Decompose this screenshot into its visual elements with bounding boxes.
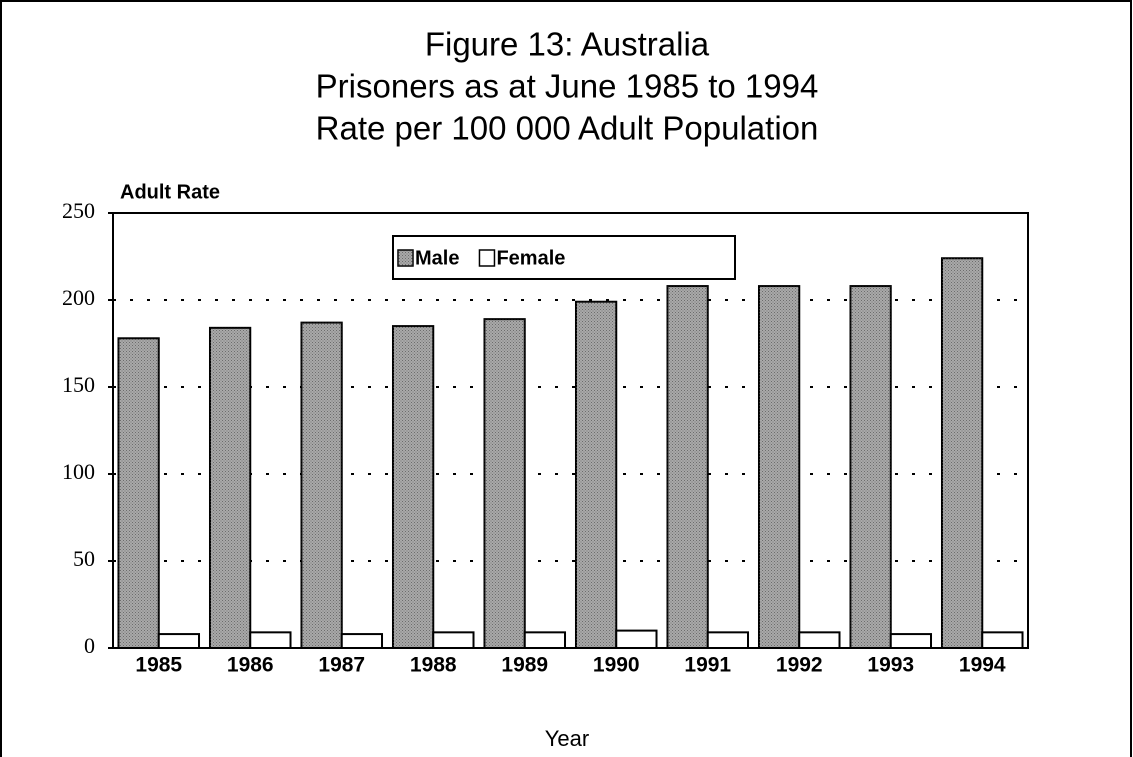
y-tick-label: 200 — [62, 285, 95, 310]
bar-texture — [209, 327, 251, 648]
bar — [249, 631, 292, 650]
bar-texture — [392, 326, 434, 648]
plot-frame — [112, 212, 1029, 649]
bar — [706, 631, 750, 650]
legend-texture — [398, 250, 413, 266]
bar — [523, 631, 567, 650]
chart-title: Figure 13: Australia — [425, 26, 710, 63]
legend-label: Male — [415, 247, 459, 269]
bar-texture — [850, 286, 891, 648]
legend-label: Female — [496, 247, 565, 269]
chart-title: Prisoners as at June 1985 to 1994 — [316, 68, 819, 105]
x-tick-label: 1991 — [684, 654, 731, 677]
legend-box — [392, 235, 736, 280]
bar-texture — [575, 301, 617, 648]
x-tick-label: 1985 — [135, 654, 182, 677]
y-tick-label: 250 — [62, 198, 95, 223]
x-tick-label: 1992 — [776, 654, 823, 677]
x-tick-label: 1990 — [593, 654, 640, 677]
bar — [889, 633, 933, 650]
x-tick-label: 1989 — [501, 654, 548, 677]
bar-texture — [484, 319, 525, 648]
bar-texture — [941, 258, 983, 648]
x-tick-label: 1987 — [318, 654, 365, 677]
bar — [432, 631, 475, 650]
legend-swatch — [478, 249, 496, 267]
chart-title: Rate per 100 000 Adult Population — [316, 110, 819, 147]
bar-texture — [758, 286, 800, 648]
y-tick-label: 0 — [84, 633, 95, 658]
bar — [340, 633, 384, 650]
bar — [615, 629, 658, 649]
x-tick-label: 1986 — [227, 654, 274, 677]
y-tick-label: 150 — [62, 372, 95, 397]
x-axis-label: Year — [545, 726, 589, 751]
bar — [157, 633, 201, 650]
bar-texture — [118, 338, 159, 648]
x-tick-label: 1988 — [410, 654, 457, 677]
x-tick-label: 1993 — [867, 654, 914, 677]
bar-texture — [301, 322, 342, 648]
y-tick-label: 100 — [62, 459, 95, 484]
bar — [798, 631, 841, 650]
y-axis-label: Adult Rate — [120, 181, 220, 203]
bar-texture — [667, 286, 708, 648]
bar — [981, 631, 1024, 650]
x-tick-label: 1994 — [959, 654, 1006, 677]
y-tick-label: 50 — [73, 546, 95, 571]
